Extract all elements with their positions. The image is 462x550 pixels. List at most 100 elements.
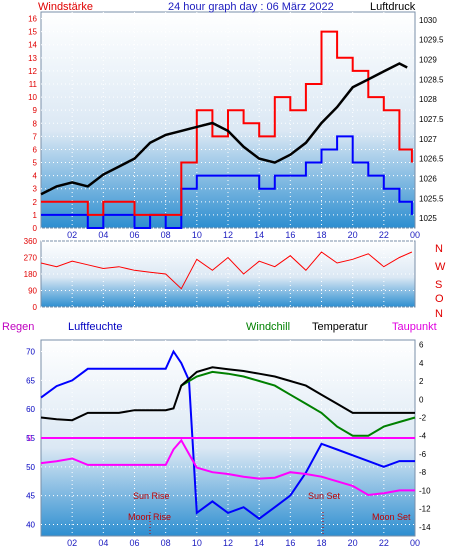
x-tick-label: 00 xyxy=(410,538,420,548)
temperature-tick-label: -8 xyxy=(419,468,427,477)
right-tick-label: 1028 xyxy=(419,95,437,104)
temperature-tick-label: 2 xyxy=(419,377,424,386)
x-tick-label: 08 xyxy=(161,538,171,548)
left-tick-label: 6 xyxy=(33,145,38,154)
humidity-tick-label: 65 xyxy=(26,376,35,385)
x-tick-label: 06 xyxy=(129,230,139,240)
compass-letter: N xyxy=(435,308,443,320)
x-tick-label: 16 xyxy=(285,230,295,240)
temperature-tick-label: -2 xyxy=(419,413,427,422)
x-tick-label: 14 xyxy=(254,230,264,240)
left-tick-label: 15 xyxy=(28,28,37,37)
x-tick-label: 20 xyxy=(348,538,358,548)
x-tick-label: 22 xyxy=(379,538,389,548)
x-tick-label: 18 xyxy=(316,538,326,548)
x-tick-label: 22 xyxy=(379,230,389,240)
x-tick-label: 12 xyxy=(223,230,233,240)
compass-letter: W xyxy=(435,261,446,273)
dewpoint-series xyxy=(40,438,415,497)
direction-tick-label: 180 xyxy=(24,270,38,279)
temperature-tick-label: -6 xyxy=(419,450,427,459)
windchill-label: Windchill xyxy=(246,321,290,333)
right-tick-label: 1028.5 xyxy=(419,75,444,84)
wind-series xyxy=(41,135,413,229)
temperature-tick-label: -4 xyxy=(419,432,427,441)
luftfeuchte-label: Luftfeuchte xyxy=(68,321,122,333)
humidity-tick-label: 40 xyxy=(26,520,35,529)
x-tick-label: 10 xyxy=(192,230,202,240)
left-tick-label: 3 xyxy=(33,185,38,194)
temperature-tick-label: 0 xyxy=(419,395,424,404)
gust-series xyxy=(41,30,413,216)
x-tick-label: 16 xyxy=(285,538,295,548)
right-tick-label: 1027 xyxy=(419,135,437,144)
x-tick-label: 02 xyxy=(67,230,77,240)
right-tick-label: 1029.5 xyxy=(419,36,444,45)
temperatur-label: Temperatur xyxy=(312,321,368,333)
left-tick-label: 16 xyxy=(28,15,37,24)
x-tick-label: 00 xyxy=(410,230,420,240)
left-tick-label: 13 xyxy=(28,54,37,63)
direction-tick-label: 0 xyxy=(33,303,38,312)
sun-set-annotation: Sun Set xyxy=(308,491,341,501)
humidity-tick-label: 50 xyxy=(26,463,35,472)
x-tick-label: 02 xyxy=(67,538,77,548)
regen-label: Regen xyxy=(2,321,34,333)
temperature-tick-label: -12 xyxy=(419,505,431,514)
left-tick-label: 8 xyxy=(33,119,38,128)
x-tick-label: 12 xyxy=(223,538,233,548)
windstaerke-label: Windstärke xyxy=(38,1,93,13)
x-tick-label: 18 xyxy=(316,230,326,240)
left-tick-label: 2 xyxy=(33,198,38,207)
x-tick-label: 10 xyxy=(192,538,202,548)
compass-letter: N xyxy=(435,243,443,255)
left-tick-label: 1 xyxy=(33,211,38,220)
panel1-series xyxy=(40,30,413,229)
temperature-tick-label: -14 xyxy=(419,523,431,532)
panel1-ticks: 01234567891011121314151610251025.5102610… xyxy=(28,15,444,240)
panel3-series xyxy=(40,349,416,520)
humidity-tick-label: 55 xyxy=(26,434,35,443)
x-tick-label: 06 xyxy=(129,538,139,548)
left-tick-label: 4 xyxy=(33,172,38,181)
temperature-tick-label: 4 xyxy=(419,359,424,368)
panel3-grid xyxy=(41,340,415,536)
windchill-series xyxy=(180,370,416,437)
direction-tick-label: 90 xyxy=(28,287,37,296)
luftdruck-label: Luftdruck xyxy=(370,1,416,13)
temperature-tick-label: -10 xyxy=(419,486,431,495)
moon-set-annotation: Moon Set xyxy=(372,512,411,522)
direction-tick-label: 360 xyxy=(24,237,38,246)
left-tick-label: 0 xyxy=(33,224,38,233)
right-tick-label: 1025 xyxy=(419,214,437,223)
page-title: 24 hour graph day : 06 März 2022 xyxy=(168,1,334,13)
right-tick-label: 1026.5 xyxy=(419,155,444,164)
right-tick-label: 1027.5 xyxy=(419,115,444,124)
moon-rise-annotation: Moon Rise xyxy=(128,512,171,522)
right-tick-label: 1026 xyxy=(419,174,437,183)
panel2-series xyxy=(40,251,413,290)
compass-letter: O xyxy=(435,293,444,305)
humidity-tick-label: 70 xyxy=(26,348,35,357)
left-tick-label: 10 xyxy=(28,93,37,102)
right-tick-label: 1025.5 xyxy=(419,194,444,203)
left-tick-label: 12 xyxy=(28,67,37,76)
temperature-series xyxy=(40,366,415,422)
x-tick-label: 04 xyxy=(98,538,108,548)
pressure-series xyxy=(40,62,408,196)
right-tick-label: 1029 xyxy=(419,56,437,65)
left-tick-label: 5 xyxy=(33,159,38,168)
x-tick-label: 20 xyxy=(348,230,358,240)
x-tick-label: 04 xyxy=(98,230,108,240)
left-tick-label: 14 xyxy=(28,41,37,50)
left-tick-label: 7 xyxy=(33,132,38,141)
direction-tick-label: 270 xyxy=(24,254,38,263)
wind-direction-series xyxy=(40,251,413,290)
left-tick-label: 9 xyxy=(33,106,38,115)
rain-tick-label: 0 xyxy=(28,434,33,443)
left-tick-label: 11 xyxy=(29,80,38,89)
